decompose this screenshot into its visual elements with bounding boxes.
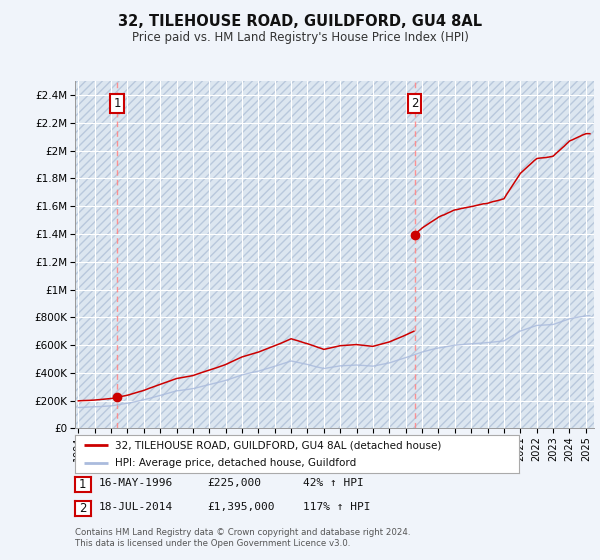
Text: Price paid vs. HM Land Registry's House Price Index (HPI): Price paid vs. HM Land Registry's House … [131, 31, 469, 44]
Text: 2: 2 [79, 502, 86, 515]
Text: HPI: Average price, detached house, Guildford: HPI: Average price, detached house, Guil… [115, 458, 356, 468]
Text: 18-JUL-2014: 18-JUL-2014 [99, 502, 173, 512]
Text: 32, TILEHOUSE ROAD, GUILDFORD, GU4 8AL (detached house): 32, TILEHOUSE ROAD, GUILDFORD, GU4 8AL (… [115, 440, 442, 450]
Text: 117% ↑ HPI: 117% ↑ HPI [303, 502, 371, 512]
Text: 2: 2 [411, 97, 418, 110]
Text: 32, TILEHOUSE ROAD, GUILDFORD, GU4 8AL: 32, TILEHOUSE ROAD, GUILDFORD, GU4 8AL [118, 14, 482, 29]
Text: 1: 1 [79, 478, 86, 491]
Text: 1: 1 [113, 97, 121, 110]
Text: £1,395,000: £1,395,000 [207, 502, 275, 512]
Text: £225,000: £225,000 [207, 478, 261, 488]
Text: 42% ↑ HPI: 42% ↑ HPI [303, 478, 364, 488]
Text: Contains HM Land Registry data © Crown copyright and database right 2024.
This d: Contains HM Land Registry data © Crown c… [75, 528, 410, 548]
Text: 16-MAY-1996: 16-MAY-1996 [99, 478, 173, 488]
